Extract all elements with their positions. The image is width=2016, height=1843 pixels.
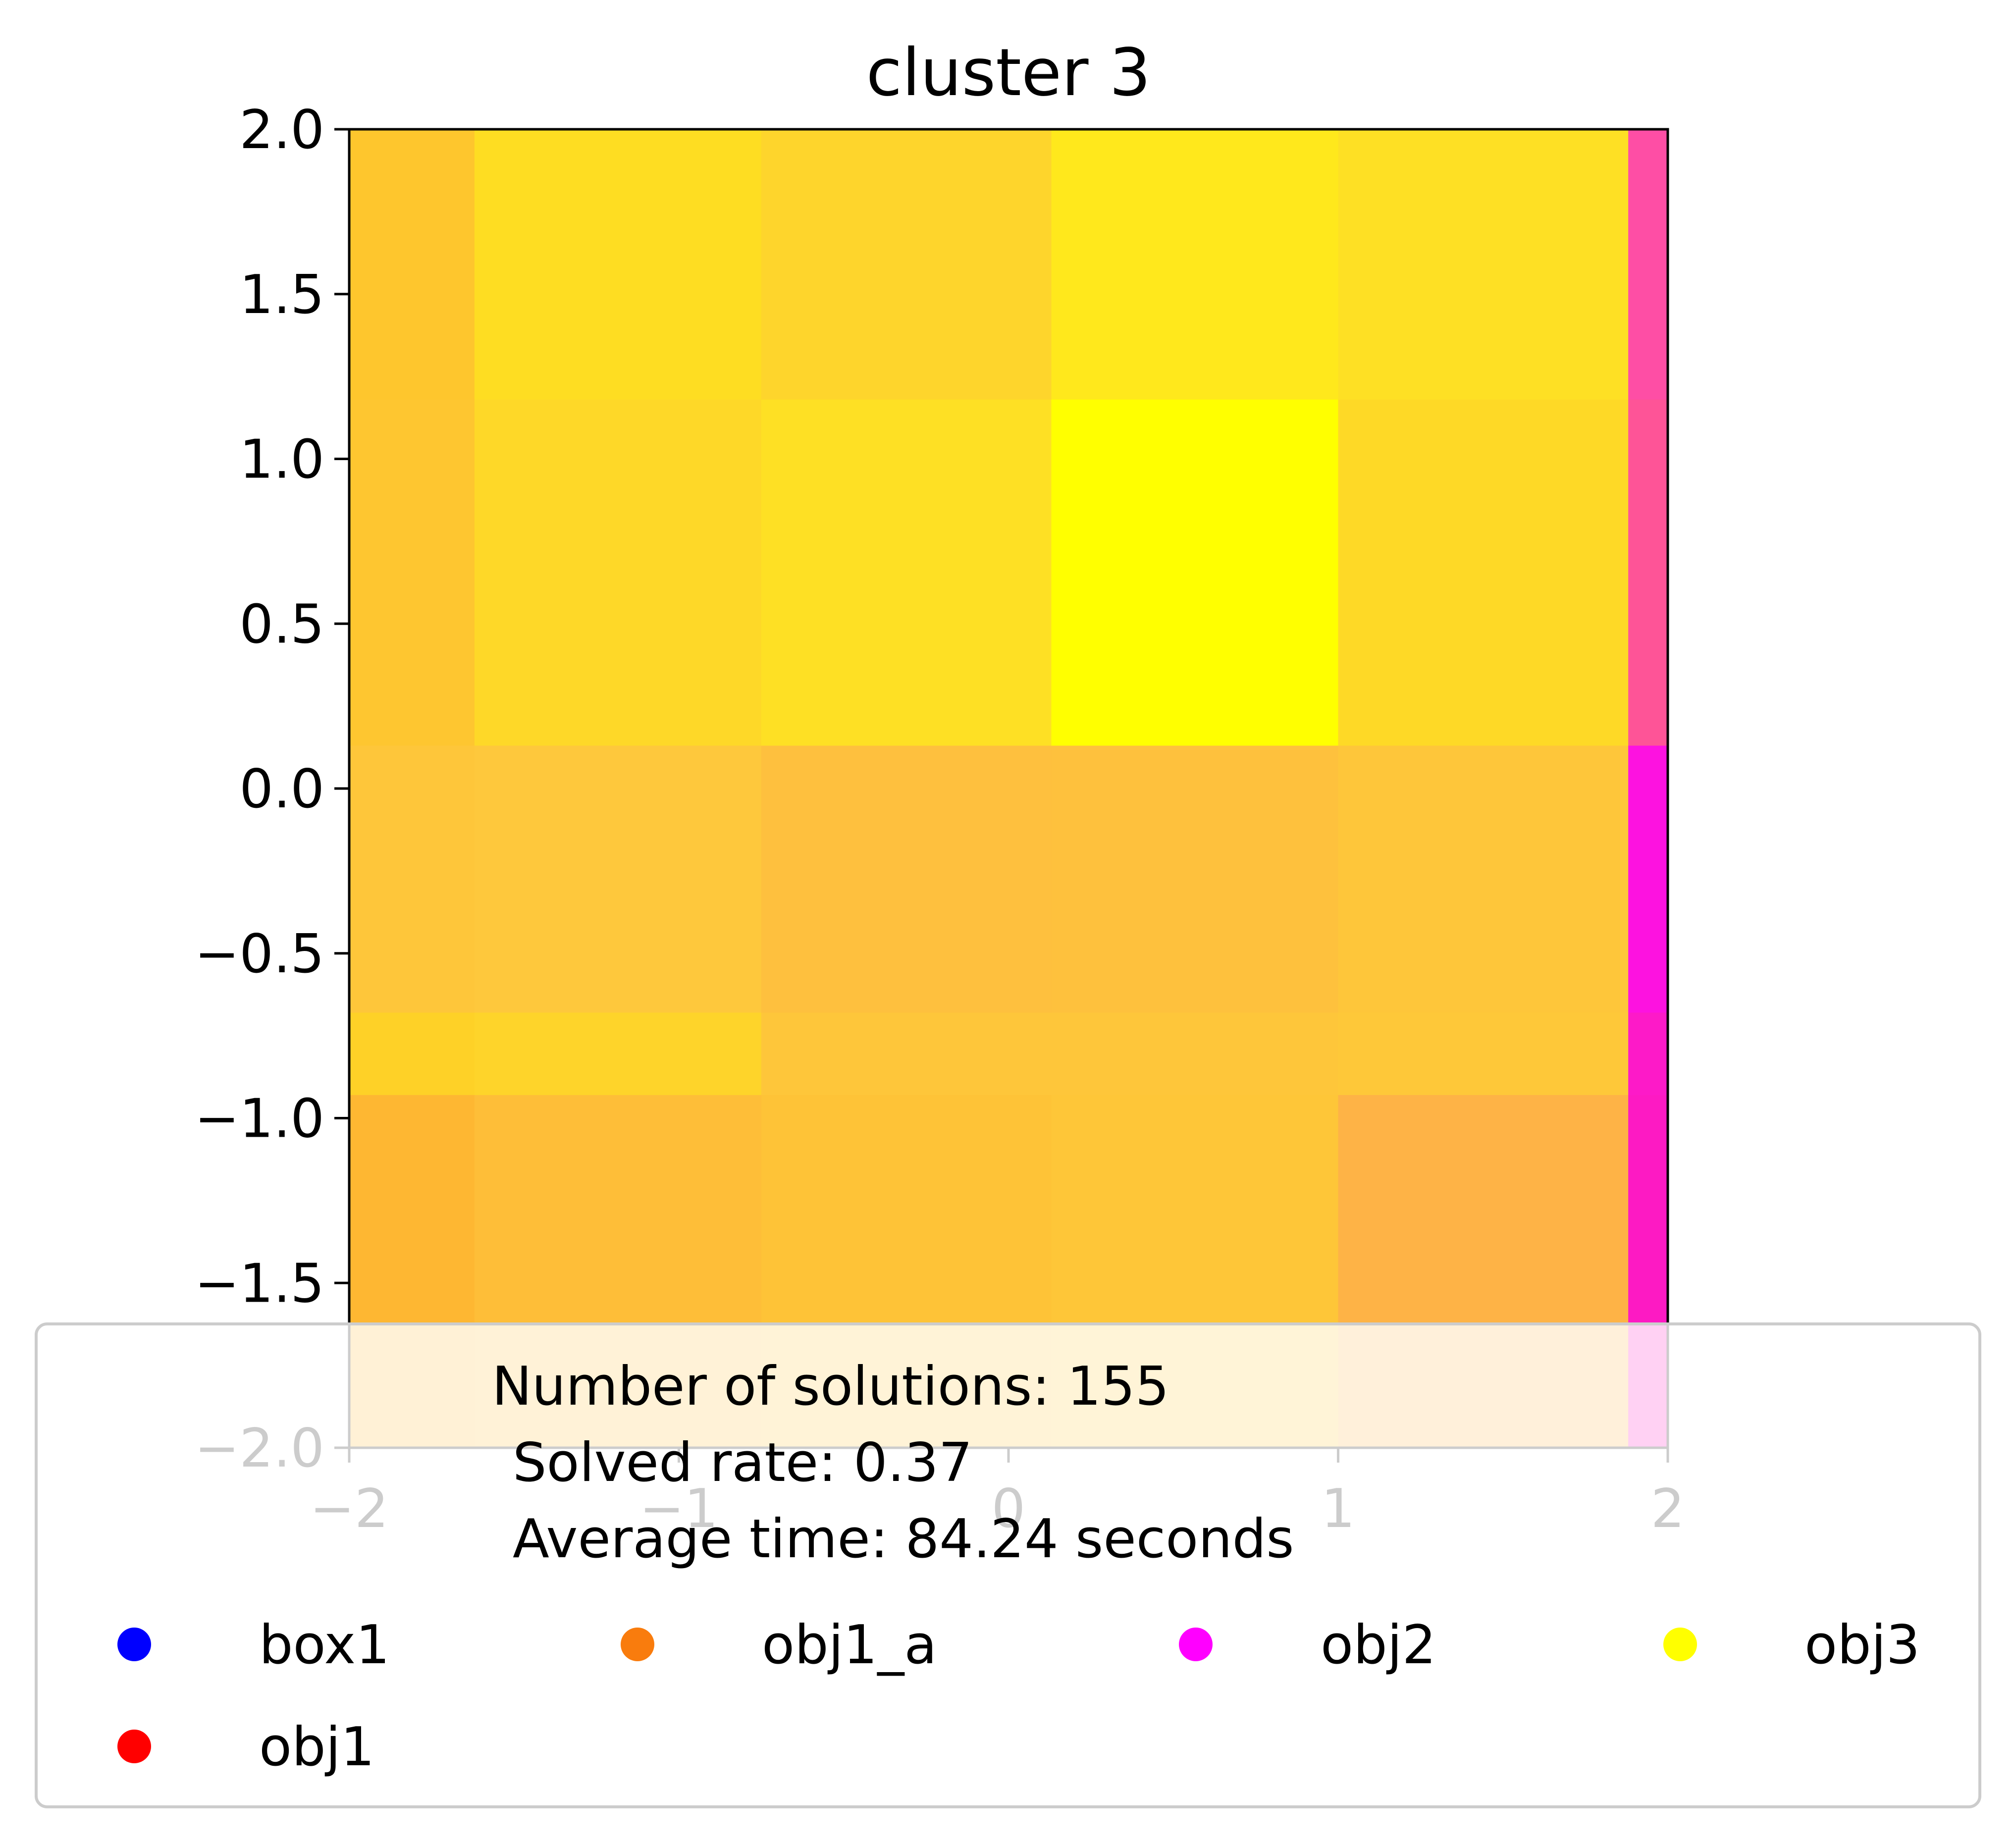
legend-marker [621,1628,654,1661]
heatmap-cell [1338,399,1629,746]
heatmap-cell [349,399,475,746]
annotation-line: Number of solutions: 155 [492,1356,1169,1418]
legend-entry: obj1_a [621,1614,937,1676]
heatmap-cell [761,129,1052,400]
legend-box [35,1322,1981,1808]
heatmap-cell [474,399,762,746]
heatmap-cell [1051,129,1338,400]
heatmap-cell [474,745,762,1013]
legend-marker [1663,1628,1697,1661]
heatmap-cell [1628,745,1668,1013]
heatmap-cell [349,129,475,400]
heatmap-cell [1051,745,1338,1013]
heatmap-cell [474,1012,762,1096]
y-tick-label: 0.0 [239,758,324,820]
heatmap-cells [349,129,1668,1448]
legend-entry: obj1 [117,1716,374,1778]
legend-label: obj3 [1804,1614,1920,1676]
heatmap-cell [349,745,475,1013]
legend: box1 obj1_a obj2 obj3 obj1 [117,1614,1920,1778]
legend-entry: obj3 [1663,1614,1920,1676]
legend-marker [117,1730,151,1763]
annotation-line: Solved rate: 0.37 [513,1432,972,1494]
heatmap-cell [761,399,1052,746]
heatmap-cell [1338,129,1629,400]
legend-label: box1 [259,1614,390,1676]
y-tick-label: −1.0 [195,1088,324,1150]
heatmap-cell [1338,745,1629,1013]
heatmap-cell [1628,129,1668,400]
heatmap-cell [1051,399,1338,746]
heatmap-cell [349,1012,475,1096]
y-tick-label: 1.5 [239,264,324,326]
legend-marker [1179,1628,1213,1661]
heatmap-cell [1628,399,1668,746]
legend-label: obj1 [259,1716,374,1778]
y-tick-label: −1.5 [195,1253,324,1315]
annotation-text: Number of solutions: 155 Solved rate: 0.… [492,1356,1294,1570]
heatmap-cell [1628,1012,1668,1096]
y-tick-label: 1.0 [239,429,324,491]
y-tick-label: −0.5 [195,923,324,985]
y-tick-label: 0.5 [239,593,324,655]
legend-marker [117,1628,151,1661]
y-axis: 2.01.51.00.50.0−0.5−1.0−1.5−2.0 [195,99,349,1479]
heatmap-cell [761,1012,1052,1096]
heatmap-cell [761,745,1052,1013]
annotation-line: Average time: 84.24 seconds [513,1508,1294,1570]
heatmap-cell [1051,1012,1338,1096]
legend-label: obj2 [1321,1614,1436,1676]
chart-title: cluster 3 [866,35,1151,111]
legend-label: obj1_a [762,1614,937,1676]
legend-entry: box1 [117,1614,390,1676]
y-tick-label: 2.0 [239,99,324,161]
heatmap-cell [474,129,762,400]
legend-entry: obj2 [1179,1614,1436,1676]
heatmap-cell [1338,1012,1629,1096]
